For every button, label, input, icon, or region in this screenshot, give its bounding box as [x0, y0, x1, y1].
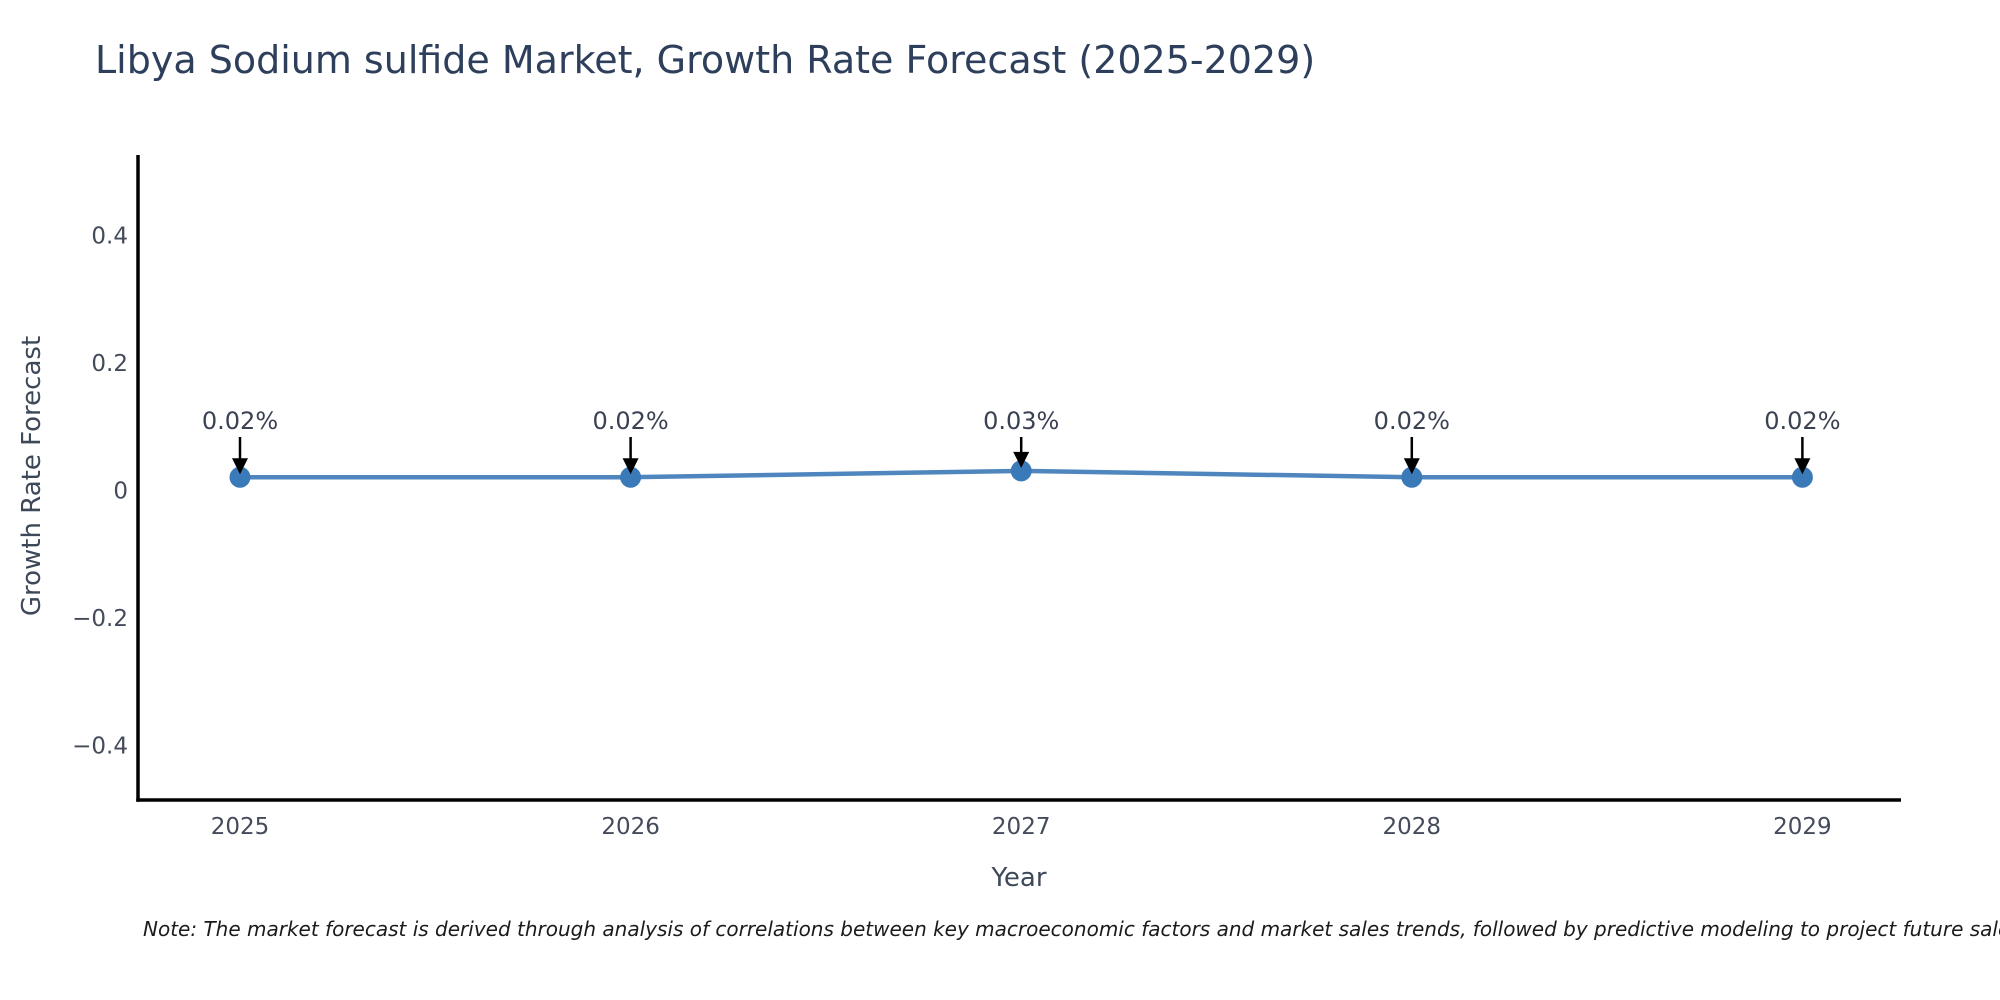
footnote: Note: The market forecast is derived thr… — [143, 917, 2000, 941]
data-point-2025 — [229, 466, 251, 488]
x-axis-label: Year — [991, 863, 1047, 893]
point-annotation: 0.03% — [983, 407, 1059, 435]
annotation-arrow-head — [232, 458, 248, 475]
y-tick-label: −0.4 — [72, 734, 128, 760]
y-tick-label: −0.2 — [72, 606, 128, 632]
point-annotation: 0.02% — [1764, 407, 1840, 435]
y-tick-label: 0 — [113, 479, 128, 505]
x-tick-label: 2029 — [1773, 814, 1832, 840]
y-tick-label: 0.2 — [91, 351, 128, 377]
x-tick-label: 2025 — [211, 814, 270, 840]
point-annotation: 0.02% — [592, 407, 668, 435]
annotation-arrow-head — [622, 458, 639, 475]
data-point-2029 — [1791, 466, 1813, 488]
chart-title: Libya Sodium sulfide Market, Growth Rate… — [95, 38, 1316, 82]
annotation-arrow-head — [1013, 451, 1030, 468]
x-tick-label: 2027 — [992, 814, 1051, 840]
x-tick-label: 2026 — [601, 814, 660, 840]
annotation-arrow-head — [1794, 458, 1811, 475]
x-tick-label: 2028 — [1383, 814, 1442, 840]
point-annotation: 0.02% — [202, 407, 278, 435]
point-annotation: 0.02% — [1374, 407, 1450, 435]
data-point-2028 — [1401, 466, 1423, 488]
annotation-arrow-head — [1403, 458, 1420, 475]
data-point-2026 — [620, 466, 642, 488]
data-point-2027 — [1010, 460, 1032, 482]
y-tick-label: 0.4 — [91, 224, 128, 250]
